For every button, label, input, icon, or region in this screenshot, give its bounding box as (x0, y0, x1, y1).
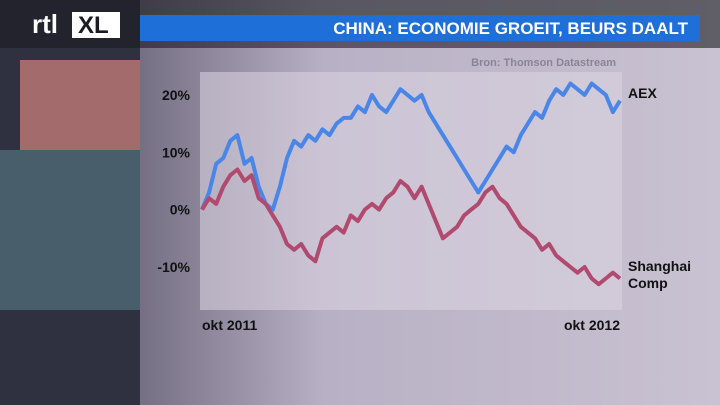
title-bar (140, 15, 700, 41)
logo-xl: XL (78, 12, 109, 39)
series-label: Shanghai Comp (628, 258, 692, 292)
series-line (200, 167, 622, 287)
banknote-stack (0, 150, 140, 310)
y-tick-label: 0% (170, 202, 191, 218)
y-tick-label: -10% (157, 259, 190, 275)
y-tick-label: 10% (162, 144, 191, 160)
logo-rtl: rtl (32, 9, 58, 39)
x-tick-label: okt 2012 (564, 317, 620, 333)
banknote (20, 60, 140, 150)
x-tick-label: okt 2011 (202, 317, 257, 333)
logo-box (72, 12, 120, 38)
series-line (200, 81, 622, 212)
series-label: AEX (628, 84, 657, 101)
y-tick-label: 20% (162, 87, 191, 103)
source: Bron: Thomson Datastream (471, 57, 616, 69)
chart-title: CHINA: ECONOMIE GROEIT, BEURS DAALT (333, 19, 688, 38)
